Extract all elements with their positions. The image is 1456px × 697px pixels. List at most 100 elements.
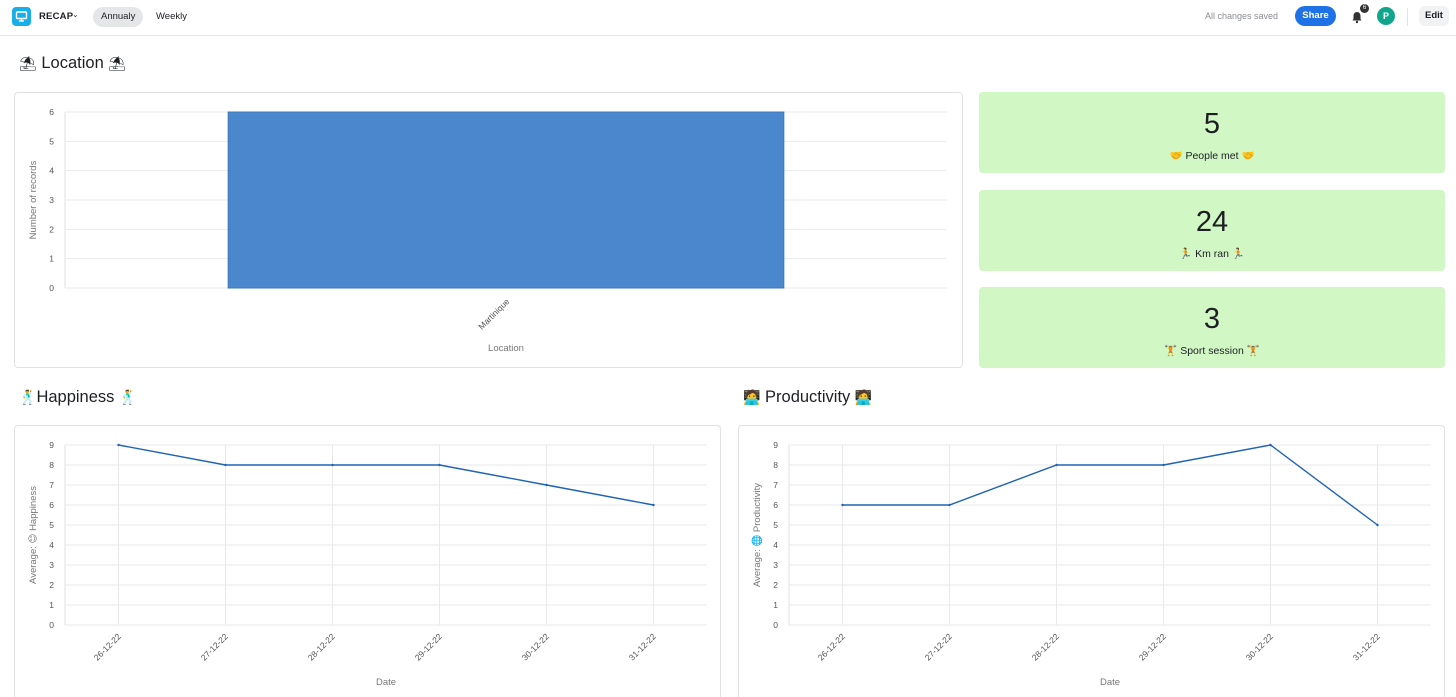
- stat-value: 24: [1195, 206, 1229, 238]
- y-tick-label: 0: [773, 620, 778, 630]
- section-title-productivity: 🧑‍💻 Productivity 🧑‍💻: [743, 388, 872, 407]
- y-tick-label: 5: [49, 136, 54, 146]
- weightlifter-icon: 🏋: [1246, 345, 1260, 357]
- x-tick-label: 28-12-22: [1030, 631, 1061, 662]
- x-tick-label: 31-12-22: [1351, 631, 1382, 662]
- avatar[interactable]: P: [1377, 7, 1395, 25]
- happiness-line-chart: 0 1 2 3 4 5 6 7 8 9 Average: 😊 Happiness Date 26-12-…: [28, 440, 707, 688]
- y-tick-label: 6: [49, 107, 54, 117]
- location-chart-panel: 0 1 2 3 4 5 6 Number of records Location Martiniq…: [14, 92, 963, 368]
- stat-label-text: People met: [1185, 150, 1239, 162]
- section-title-text: Productivity: [765, 388, 851, 406]
- notification-badge: 6: [1360, 4, 1369, 13]
- stat-value: 5: [1203, 108, 1221, 140]
- runner-icon: 🏃: [1179, 248, 1193, 260]
- data-point: [438, 463, 441, 467]
- save-status: All changes saved: [1205, 11, 1279, 21]
- app-name[interactable]: RECAP: [39, 11, 74, 22]
- data-point: [1269, 443, 1272, 447]
- stat-value: 3: [1203, 303, 1221, 335]
- x-tick-label: 30-12-22: [1244, 631, 1275, 662]
- stat-label-text: Sport session: [1180, 345, 1244, 357]
- data-point: [224, 463, 227, 467]
- series-line: [118, 444, 654, 506]
- location-bar-chart: 0 1 2 3 4 5 6 Number of records Location Martiniq…: [28, 107, 947, 354]
- section-title-text: Location: [41, 54, 104, 72]
- y-tick-label: 2: [773, 580, 778, 590]
- data-point: [1162, 463, 1165, 467]
- runner-icon: 🏃: [1231, 248, 1245, 260]
- data-point: [545, 483, 548, 487]
- y-axis-label: Number of records: [28, 160, 39, 239]
- y-tick-label: 9: [773, 440, 778, 450]
- stat-card-sport-session: 3 🏋 Sport session 🏋: [979, 287, 1445, 368]
- y-tick-label: 5: [49, 520, 54, 530]
- y-tick-label: 7: [773, 480, 778, 490]
- productivity-chart-panel: 0 1 2 3 4 5 6 7 8 9 Average: 🌐 Productivity Date 26-…: [738, 425, 1445, 697]
- x-axis-label: Location: [488, 343, 524, 354]
- y-tick-label: 2: [49, 580, 54, 590]
- x-tick-label: 29-12-22: [413, 631, 444, 662]
- stat-label: 🏋 Sport session 🏋: [979, 344, 1445, 357]
- y-tick-label: 4: [773, 540, 778, 550]
- x-tick-label: 29-12-22: [1137, 631, 1168, 662]
- technologist-icon: 🧑‍💻: [743, 389, 761, 405]
- y-tick-label: 3: [773, 560, 778, 570]
- x-tick-label: 30-12-22: [520, 631, 551, 662]
- y-tick-label: 0: [49, 283, 54, 293]
- x-tick-label: 26-12-22: [92, 631, 123, 662]
- data-point: [1376, 523, 1379, 527]
- y-tick-label: 8: [773, 460, 778, 470]
- y-axis-label: Average: 😊 Happiness: [28, 486, 39, 584]
- x-tick-label: 27-12-22: [923, 631, 954, 662]
- top-bar: RECAP ⌄ Annualy Weekly All changes saved…: [0, 0, 1456, 36]
- bell-icon[interactable]: [1350, 10, 1364, 24]
- x-tick-label: 31-12-22: [627, 631, 658, 662]
- divider: [1407, 8, 1408, 26]
- stat-card-people-met: 5 🤝 People met 🤝: [979, 92, 1445, 173]
- y-tick-label: 4: [49, 166, 54, 176]
- y-tick-label: 6: [773, 500, 778, 510]
- share-button[interactable]: Share: [1295, 6, 1336, 26]
- section-title-text: Happiness: [36, 388, 115, 406]
- y-tick-label: 7: [49, 480, 54, 490]
- stat-card-km-ran: 24 🏃 Km ran 🏃: [979, 190, 1445, 271]
- y-tick-label: 5: [773, 520, 778, 530]
- data-point: [331, 463, 334, 467]
- app-icon[interactable]: [12, 7, 31, 26]
- section-title-location: ⛱ Location ⛱: [19, 54, 126, 73]
- tab-weekly[interactable]: Weekly: [156, 11, 187, 22]
- y-tick-label: 6: [49, 500, 54, 510]
- x-tick-label: 27-12-22: [199, 631, 230, 662]
- y-tick-label: 9: [49, 440, 54, 450]
- data-point: [948, 503, 951, 507]
- x-axis-label: Date: [376, 677, 396, 688]
- section-title-happiness: 🕺Happiness 🕺: [19, 388, 136, 407]
- dancer-icon: 🕺: [119, 389, 137, 405]
- technologist-icon: 🧑‍💻: [854, 389, 873, 405]
- handshake-icon: 🤝: [1169, 150, 1183, 162]
- stat-label: 🤝 People met 🤝: [979, 149, 1445, 162]
- x-tick-label: 26-12-22: [816, 631, 847, 662]
- data-point: [117, 443, 120, 447]
- productivity-line-chart: 0 1 2 3 4 5 6 7 8 9 Average: 🌐 Productivity Date 26-…: [751, 440, 1431, 688]
- weightlifter-icon: 🏋: [1164, 345, 1178, 357]
- y-axis-label: Average: 🌐 Productivity: [751, 483, 763, 587]
- data-point: [652, 503, 655, 507]
- presentation-icon: [15, 11, 28, 22]
- edit-button[interactable]: Edit: [1419, 6, 1449, 26]
- beach-icon: ⛱: [19, 55, 37, 71]
- y-tick-label: 4: [49, 540, 54, 550]
- handshake-icon: 🤝: [1241, 150, 1255, 162]
- data-point: [841, 503, 844, 507]
- series-line: [842, 444, 1378, 526]
- y-tick-label: 0: [49, 620, 54, 630]
- y-tick-label: 8: [49, 460, 54, 470]
- y-tick-label: 3: [49, 560, 54, 570]
- y-tick-label: 3: [49, 195, 54, 205]
- beach-icon: ⛱: [108, 55, 127, 71]
- chevron-down-icon[interactable]: ⌄: [72, 10, 79, 19]
- y-tick-label: 1: [773, 600, 778, 610]
- x-tick-label: 28-12-22: [306, 631, 337, 662]
- tab-annualy[interactable]: Annualy: [93, 7, 144, 27]
